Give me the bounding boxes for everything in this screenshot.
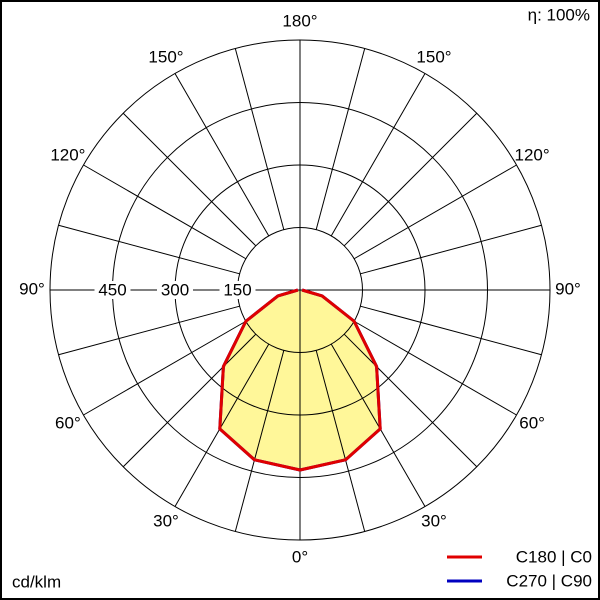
spoke [360,305,542,356]
r-tick-label: 300 [161,280,189,299]
spoke [58,224,240,275]
spoke [122,112,257,247]
angle-label: 90° [555,279,581,298]
spoke [330,73,426,237]
angle-label: 120° [50,145,85,164]
angle-label: 120° [515,145,550,164]
spoke [234,350,285,532]
tick-label-bg [219,281,256,299]
spoke [58,305,240,356]
angle-label: 180° [282,11,317,30]
r-tick-label: 150 [223,280,251,299]
spoke [315,350,366,532]
spoke [330,343,426,507]
legend-label: C180 | C0 [516,547,592,566]
spoke [315,48,366,230]
spoke [83,164,247,260]
spoke [353,164,517,260]
spoke [174,343,270,507]
spoke [122,333,257,468]
spoke [343,112,478,247]
r-tick-label: 450 [98,280,126,299]
curve [218,288,382,472]
spoke [353,320,517,416]
angle-label: 30° [153,512,179,531]
spoke [360,224,542,275]
angle-label: 60° [519,413,545,432]
spoke [83,320,247,416]
angle-label: 0° [292,547,308,566]
spoke [174,73,270,237]
efficiency: η: 100% [528,5,590,24]
spoke [343,333,478,468]
unit-label: cd/klm [12,572,61,591]
spoke [234,48,285,230]
angle-label: 30° [421,512,447,531]
legend-label: C270 | C90 [506,571,592,590]
angle-label: 60° [55,413,81,432]
angle-label: 90° [19,279,45,298]
tick-label-bg [157,281,193,299]
angle-label: 150° [416,47,451,66]
angle-label: 150° [148,47,183,66]
tick-label-bg [94,281,131,299]
